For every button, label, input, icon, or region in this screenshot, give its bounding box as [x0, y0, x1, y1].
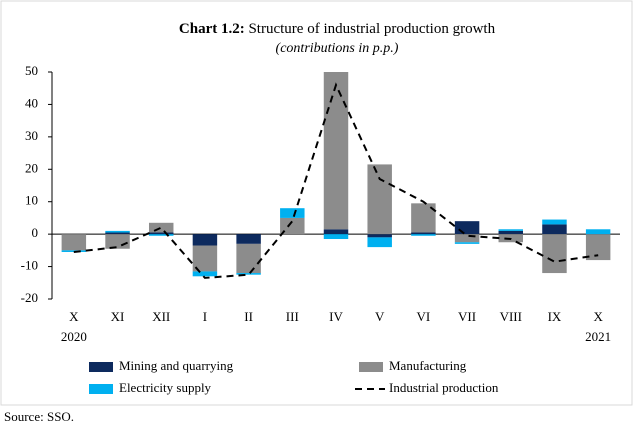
legend-label: Industrial production [389, 380, 499, 395]
x-tick-label: V [375, 309, 385, 324]
bar [411, 232, 436, 235]
bar [498, 230, 524, 235]
x-tick-year: 2021 [585, 329, 611, 344]
bar [542, 234, 567, 274]
y-tick-label: 40 [25, 95, 38, 110]
bar [236, 273, 261, 275]
bar [323, 229, 349, 235]
chart-border [0, 0, 633, 406]
bar [236, 234, 261, 244]
bar [323, 234, 349, 240]
y-tick-label: 10 [25, 193, 38, 208]
bar [148, 222, 174, 233]
bar [323, 72, 349, 230]
legend-swatch [89, 384, 113, 394]
bar [61, 234, 87, 251]
y-tick-label: 30 [25, 128, 38, 143]
bar [148, 232, 174, 235]
x-tick-label: XI [111, 309, 125, 324]
legend-label: Electricity supply [119, 380, 212, 395]
legend-swatch [359, 362, 383, 372]
y-tick-label: 20 [25, 160, 38, 175]
chart-title: Structure of industrial production growt… [248, 21, 495, 37]
bar [280, 208, 305, 218]
bar [192, 271, 218, 277]
x-tick-label: IV [329, 309, 343, 324]
x-tick-label: II [244, 309, 253, 324]
bar [454, 221, 480, 235]
y-tick-label: 50 [25, 63, 38, 78]
bar [105, 230, 130, 233]
legend-swatch [89, 362, 113, 372]
bar [454, 234, 480, 243]
y-tick-label: -10 [21, 258, 38, 273]
bar [236, 243, 261, 274]
x-tick-label: III [286, 309, 299, 324]
bar [280, 217, 305, 235]
x-tick-label: X [593, 309, 603, 324]
chart-title-line: Chart 1.2: Structure of industrial produ… [179, 21, 496, 37]
x-tick-label: VIII [500, 309, 522, 324]
x-tick-label: VI [417, 309, 431, 324]
legend-label: Manufacturing [389, 358, 467, 373]
x-tick-label: XII [152, 309, 170, 324]
bar [454, 242, 480, 244]
x-tick-label: VII [458, 309, 476, 324]
bar [148, 234, 174, 236]
bar [585, 229, 611, 235]
bar [542, 219, 567, 225]
bar [367, 234, 392, 238]
bar [542, 224, 567, 235]
bar [367, 237, 392, 248]
chart-subtitle: (contributions in p.p.) [276, 41, 399, 56]
x-tick-label: X [69, 309, 79, 324]
y-tick-label: -20 [21, 290, 38, 305]
bar [105, 232, 130, 235]
bar [192, 234, 218, 246]
source-note: Source: SSO. [4, 409, 74, 424]
bar [105, 234, 130, 249]
bar [498, 229, 524, 231]
line-series [73, 82, 599, 279]
x-tick-label: I [203, 309, 207, 324]
bar [411, 234, 436, 236]
y-tick-label: 0 [32, 225, 39, 240]
legend-label: Mining and quarrying [119, 358, 234, 373]
title-label: Chart 1.2: [179, 21, 245, 37]
bar [367, 164, 392, 235]
x-tick-year: 2020 [61, 329, 87, 344]
x-tick-label: IX [548, 309, 562, 324]
